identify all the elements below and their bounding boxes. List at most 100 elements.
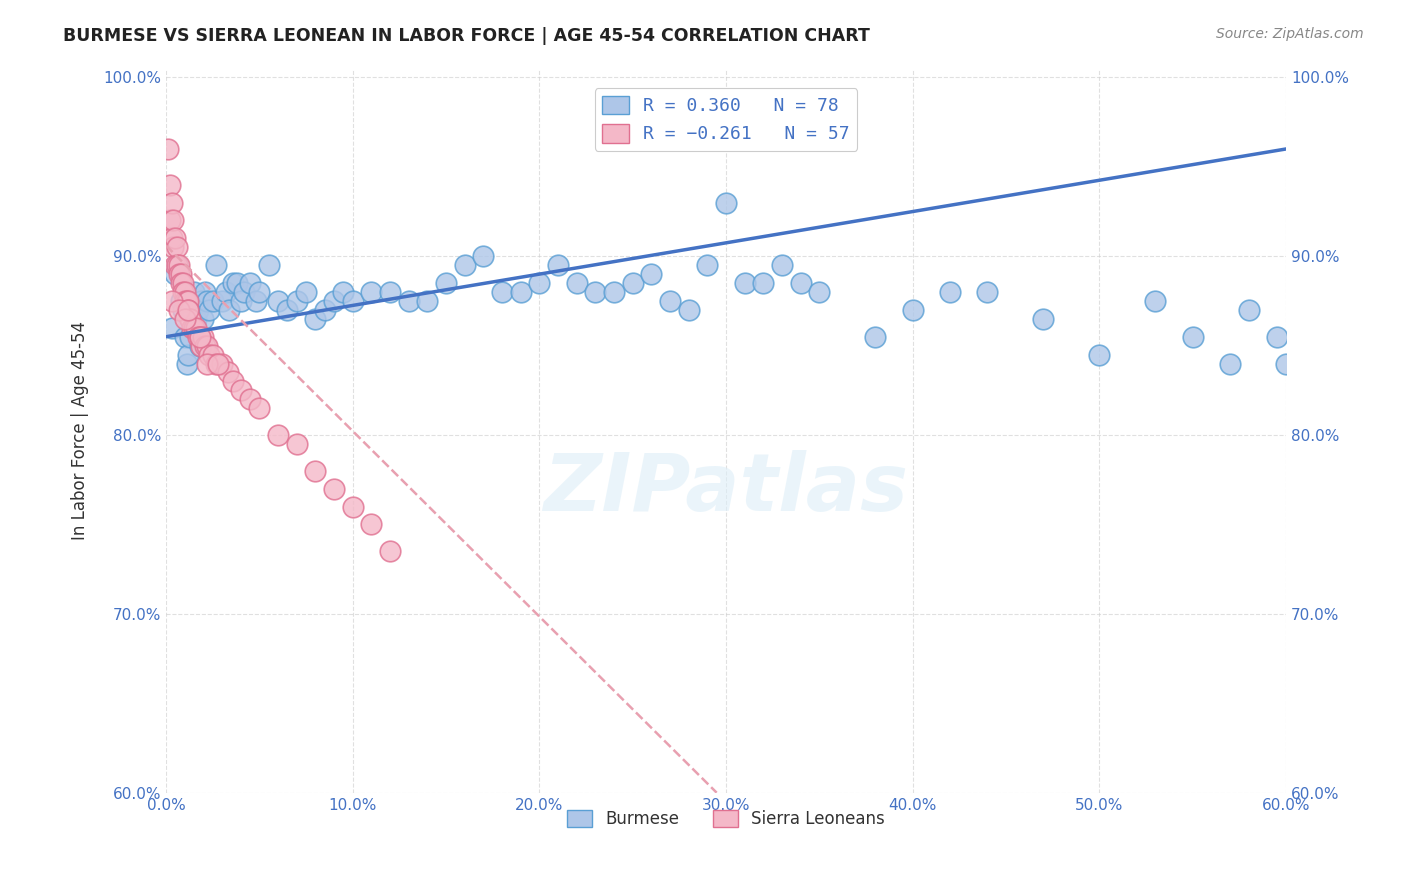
- Point: [193, 329, 215, 343]
- Point: [183, 320, 205, 334]
- Point: [188, 329, 211, 343]
- Point: [222, 375, 245, 389]
- Point: [166, 258, 188, 272]
- Point: [603, 285, 626, 299]
- Point: [181, 320, 204, 334]
- Point: [166, 258, 188, 272]
- Point: [184, 320, 207, 334]
- Point: [173, 311, 195, 326]
- Point: [176, 293, 198, 308]
- Point: [195, 357, 218, 371]
- Point: [195, 293, 218, 308]
- Point: [188, 329, 211, 343]
- Point: [201, 348, 224, 362]
- Point: [529, 276, 551, 290]
- Point: [229, 293, 252, 308]
- Point: [1275, 357, 1298, 371]
- Text: Source: ZipAtlas.com: Source: ZipAtlas.com: [1216, 27, 1364, 41]
- Point: [173, 329, 195, 343]
- Point: [190, 339, 212, 353]
- Point: [217, 366, 239, 380]
- Point: [167, 258, 190, 272]
- Point: [162, 240, 184, 254]
- Point: [179, 311, 201, 326]
- Point: [434, 276, 457, 290]
- Point: [565, 276, 588, 290]
- Point: [547, 258, 569, 272]
- Point: [159, 178, 181, 192]
- Point: [734, 276, 756, 290]
- Point: [257, 258, 280, 272]
- Point: [332, 285, 354, 299]
- Point: [160, 231, 183, 245]
- Point: [222, 276, 245, 290]
- Point: [323, 482, 346, 496]
- Point: [167, 267, 190, 281]
- Point: [170, 276, 193, 290]
- Point: [1032, 311, 1054, 326]
- Point: [226, 276, 249, 290]
- Point: [1144, 293, 1167, 308]
- Point: [205, 258, 228, 272]
- Point: [229, 384, 252, 398]
- Point: [808, 285, 831, 299]
- Point: [165, 267, 187, 281]
- Point: [789, 276, 811, 290]
- Point: [177, 302, 200, 317]
- Point: [190, 293, 212, 308]
- Point: [239, 392, 262, 407]
- Point: [901, 302, 924, 317]
- Point: [323, 293, 346, 308]
- Point: [360, 517, 382, 532]
- Point: [276, 302, 298, 317]
- Text: ZIPatlas: ZIPatlas: [544, 450, 908, 527]
- Point: [472, 249, 495, 263]
- Point: [267, 428, 290, 442]
- Point: [304, 311, 326, 326]
- Point: [314, 302, 336, 317]
- Point: [179, 311, 201, 326]
- Point: [752, 276, 775, 290]
- Point: [976, 285, 998, 299]
- Point: [181, 302, 204, 317]
- Point: [176, 302, 198, 317]
- Point: [342, 293, 364, 308]
- Point: [239, 276, 262, 290]
- Point: [416, 293, 439, 308]
- Point: [194, 285, 217, 299]
- Point: [939, 285, 962, 299]
- Point: [187, 329, 209, 343]
- Point: [165, 231, 187, 245]
- Point: [1219, 357, 1241, 371]
- Point: [188, 339, 211, 353]
- Point: [378, 285, 401, 299]
- Point: [176, 357, 198, 371]
- Point: [179, 329, 201, 343]
- Point: [1181, 329, 1204, 343]
- Point: [170, 267, 193, 281]
- Point: [170, 293, 193, 308]
- Point: [342, 500, 364, 514]
- Point: [193, 311, 215, 326]
- Text: BURMESE VS SIERRA LEONEAN IN LABOR FORCE | AGE 45-54 CORRELATION CHART: BURMESE VS SIERRA LEONEAN IN LABOR FORCE…: [63, 27, 870, 45]
- Point: [1237, 302, 1260, 317]
- Point: [195, 339, 218, 353]
- Point: [172, 276, 194, 290]
- Point: [201, 293, 224, 308]
- Point: [156, 142, 179, 156]
- Point: [173, 285, 195, 299]
- Point: [198, 348, 221, 362]
- Point: [1265, 329, 1288, 343]
- Point: [285, 437, 308, 451]
- Point: [770, 258, 793, 272]
- Point: [160, 293, 183, 308]
- Point: [162, 213, 184, 227]
- Point: [167, 302, 190, 317]
- Point: [218, 302, 240, 317]
- Point: [295, 285, 318, 299]
- Point: [211, 293, 233, 308]
- Point: [172, 302, 194, 317]
- Point: [247, 285, 270, 299]
- Point: [177, 348, 200, 362]
- Point: [215, 285, 238, 299]
